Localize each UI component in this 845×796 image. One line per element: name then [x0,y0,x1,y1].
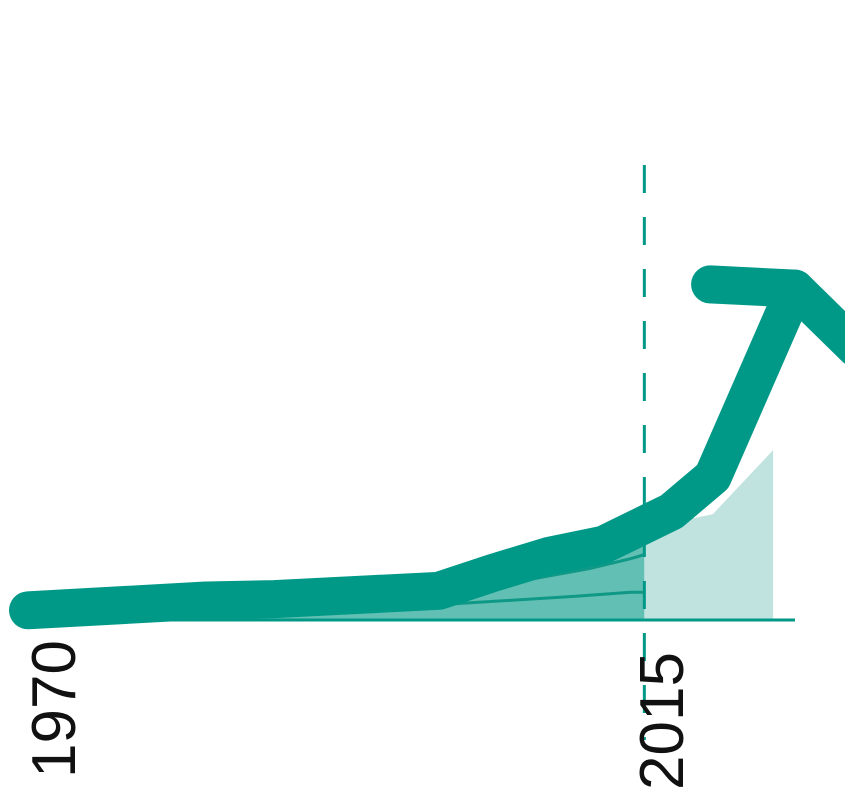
total-series-line [9,269,814,630]
plot-area [9,165,845,740]
x-tick-label-1970: 1970 [20,640,89,778]
projection-area [644,450,774,620]
x-axis-labels: 1970 2015 [20,640,697,790]
x-tick-label-2015: 2015 [628,652,697,790]
trend-arrowhead [691,265,845,364]
